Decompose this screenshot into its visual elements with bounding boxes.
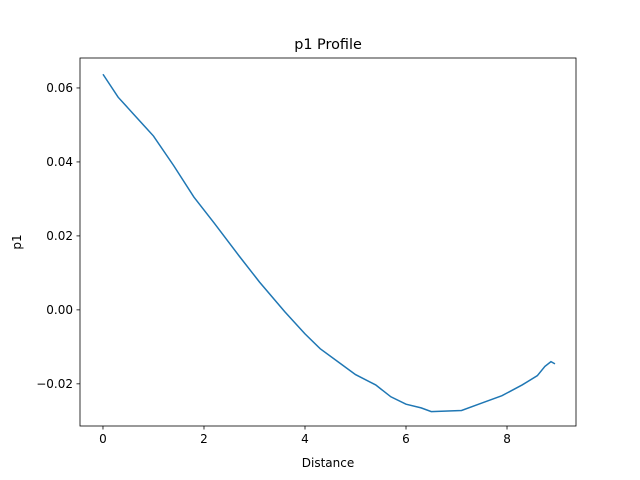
x-tick-label: 4 [301, 432, 309, 446]
y-tick-label: −0.02 [36, 377, 73, 391]
x-tick-label: 6 [402, 432, 410, 446]
x-tick-label: 2 [200, 432, 208, 446]
y-tick-label: 0.04 [46, 155, 73, 169]
y-axis-label: p1 [10, 234, 24, 249]
data-line [102, 73, 556, 413]
x-axis-label: Distance [302, 456, 354, 470]
y-tick-label: 0.06 [46, 81, 73, 95]
y-tick-label: 0.00 [46, 303, 73, 317]
x-tick-label: 0 [99, 432, 107, 446]
chart-title: p1 Profile [294, 37, 362, 53]
plot-frame [79, 57, 577, 427]
y-tick-label: 0.02 [46, 229, 73, 243]
x-tick-label: 8 [503, 432, 511, 446]
